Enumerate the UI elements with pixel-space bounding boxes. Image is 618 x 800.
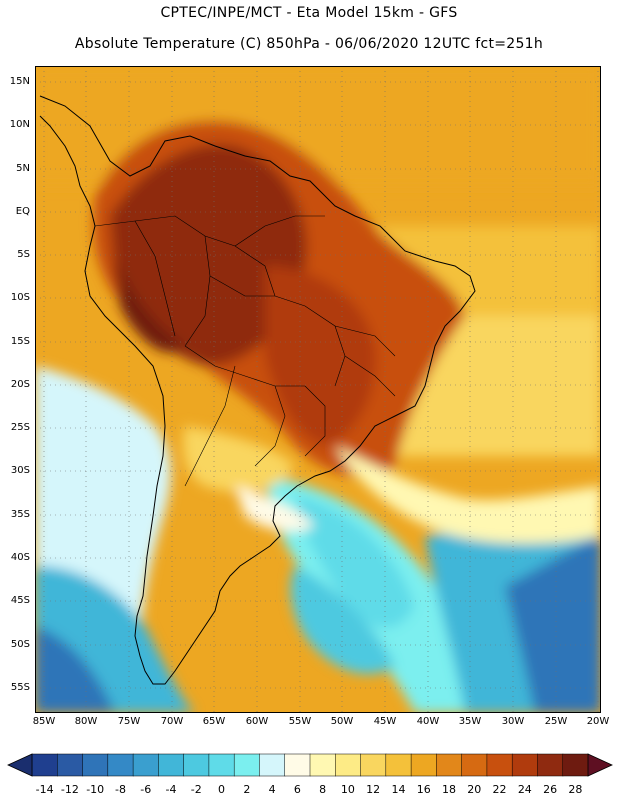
colorbar-segment [562,753,589,777]
colorbar-high-arrow [587,753,613,777]
lat-label: 25S [10,422,30,433]
lat-label: 50S [10,639,30,650]
lat-label: 15N [9,76,30,87]
lat-label: 45S [10,595,30,606]
lon-label: 60W [245,716,269,727]
lon-label: 55W [288,716,312,727]
colorbar-label: -8 [114,783,126,796]
colorbar-segment [436,753,463,777]
colorbar-label: 16 [416,783,431,796]
lon-label: 20W [586,716,610,727]
colorbar-label: -4 [165,783,177,796]
country-borders [94,215,396,487]
colorbar-segment [31,753,58,777]
colorbar-label: -6 [140,783,152,796]
colorbar-label: 26 [543,783,558,796]
lat-label: EQ [15,206,30,217]
colorbar-segments [31,753,589,777]
lat-label: 10S [10,292,30,303]
colorbar-low-arrow [7,753,33,777]
lon-label: 40W [416,716,440,727]
colorbar-segment [82,753,109,777]
colorbar-label: -2 [190,783,202,796]
colorbar-label: 28 [568,783,583,796]
lat-label: 30S [10,465,30,476]
lon-label: 65W [202,716,226,727]
colorbar-segment [259,753,286,777]
colorbar-segment [410,753,437,777]
colorbar-label: 8 [319,783,327,796]
lon-label: 85W [32,716,56,727]
lon-label: 30W [501,716,525,727]
lon-label: 50W [330,716,354,727]
colorbar-label: -14 [35,783,54,796]
map-title-line1: CPTEC/INPE/MCT - Eta Model 15km - GFS [160,5,458,21]
lon-label: 75W [117,716,141,727]
colorbar-segment [233,753,261,777]
colorbar-label: 24 [517,783,532,796]
colorbar-segment [486,753,513,777]
colorbar-segment [309,753,336,777]
colorbar-label: 0 [218,783,226,796]
colorbar-segment [57,753,84,777]
south-america-coastline [39,95,476,685]
colorbar-segment [360,753,387,777]
colorbar-label: -12 [60,783,79,796]
colorbar-segment [208,753,235,777]
colorbar-segment [461,753,488,777]
colorbar-segment [183,753,210,777]
map-frame [35,66,601,713]
colorbar-label: 2 [243,783,251,796]
lat-label: 20S [10,379,30,390]
colorbar-segment [385,753,412,777]
colorbar-label: 6 [293,783,301,796]
colorbar-segment [537,753,564,777]
lat-label: 40S [10,552,30,563]
colorbar-label: 12 [366,783,381,796]
temperature-map [35,66,601,713]
colorbar [7,753,613,777]
lat-label: 5S [17,249,30,260]
colorbar-segment [335,753,362,777]
lat-label: 55S [10,682,30,693]
colorbar-label: 10 [340,783,355,796]
colorbar-label: 14 [391,783,406,796]
lat-label: 35S [10,509,30,520]
colorbar-segment [284,753,311,777]
lon-label: 70W [160,716,184,727]
colorbar-label: 20 [467,783,482,796]
lat-label: 15S [10,336,30,347]
lon-label: 80W [74,716,98,727]
lon-label: 25W [544,716,568,727]
lon-label: 35W [458,716,482,727]
colorbar-segment [511,753,539,777]
colorbar-label: 18 [442,783,456,796]
colorbar-label: -10 [86,783,105,796]
lat-label: 10N [9,119,30,130]
colorbar-label: 22 [492,783,507,796]
colorbar-segment [107,753,134,777]
colorbar-label: 4 [268,783,276,796]
map-title-line2: Absolute Temperature (C) 850hPa - 06/06/… [74,36,544,52]
colorbar-segment [158,753,185,777]
lat-label: 5N [16,163,30,174]
lon-label: 45W [373,716,397,727]
colorbar-segment [132,753,159,777]
